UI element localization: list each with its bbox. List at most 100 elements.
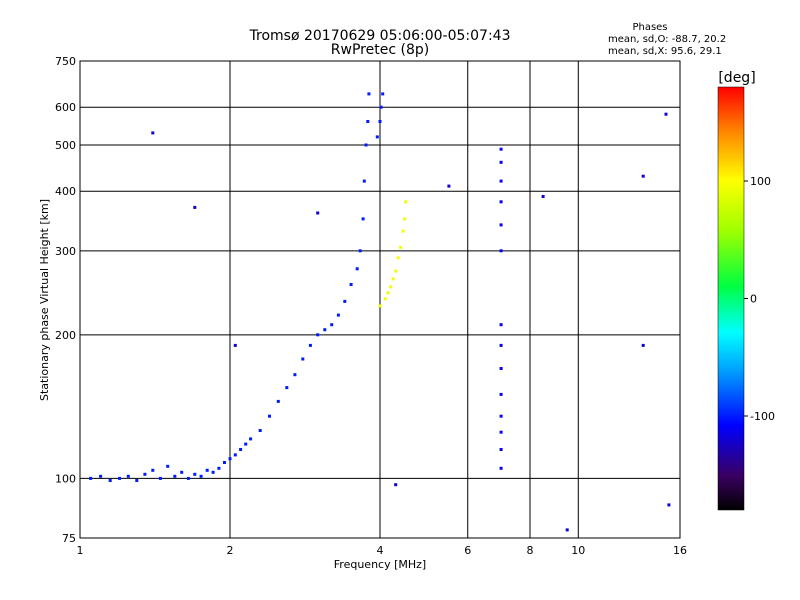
data-point	[499, 448, 503, 451]
plot-frame	[79, 60, 681, 539]
data-point	[268, 414, 271, 418]
x-tick-label: 8	[527, 544, 534, 557]
data-point	[541, 195, 545, 198]
data-point	[211, 470, 215, 474]
data-point	[399, 245, 403, 249]
data-point	[447, 184, 451, 188]
data-point	[158, 476, 162, 480]
data-point	[258, 429, 262, 432]
data-point	[499, 179, 503, 183]
data-point	[378, 120, 382, 123]
data-point	[378, 304, 382, 308]
data-point	[186, 476, 190, 480]
data-point	[217, 466, 221, 470]
colorbar-tick-label: 0	[750, 293, 757, 306]
data-point	[99, 474, 103, 478]
stats-heading: Phases	[632, 22, 667, 33]
data-point	[396, 256, 400, 260]
data-point	[641, 174, 645, 178]
grid-lines	[80, 61, 680, 538]
x-tick-label: 2	[227, 544, 234, 557]
data-point	[135, 479, 139, 482]
data-points	[89, 92, 671, 532]
colorbar-tick-label: 100	[750, 175, 771, 188]
data-point	[641, 343, 645, 347]
data-point	[366, 120, 370, 123]
data-point	[362, 179, 366, 183]
data-point	[249, 437, 253, 441]
data-point	[349, 283, 353, 286]
data-point	[223, 461, 226, 464]
data-point	[108, 479, 112, 482]
data-point	[276, 399, 280, 403]
data-point	[499, 147, 503, 151]
colorbar-tick-label: -100	[750, 410, 775, 423]
data-point	[389, 285, 393, 289]
data-point	[383, 297, 387, 301]
x-tick-label: 6	[464, 544, 471, 557]
data-point	[499, 200, 503, 204]
data-point	[173, 474, 177, 478]
data-point	[403, 217, 406, 221]
y-tick-label: 500	[55, 139, 76, 152]
colorbar-label: [deg]	[718, 70, 755, 86]
colorbar-ticks: 100 0 -100	[744, 175, 775, 423]
stats-o-mode: mean, sd,O: -88.7, 20.2	[608, 34, 726, 45]
data-point	[151, 131, 155, 135]
data-point	[233, 453, 237, 457]
data-point	[499, 466, 503, 470]
data-point	[193, 472, 197, 476]
data-point	[565, 528, 569, 532]
data-point	[151, 468, 155, 472]
data-point	[391, 277, 395, 281]
x-tick-label: 4	[377, 544, 384, 557]
data-point	[394, 269, 398, 273]
data-point	[499, 343, 503, 347]
x-axis-label: Frequency [MHz]	[334, 558, 426, 571]
x-tick-label: 1	[77, 544, 84, 557]
data-point	[330, 323, 334, 327]
data-point	[499, 367, 503, 370]
data-point	[499, 249, 503, 253]
data-point	[364, 143, 368, 147]
data-point	[244, 442, 248, 446]
data-point	[499, 160, 503, 164]
x-tick-label: 16	[673, 544, 687, 557]
y-axis-label: Stationary phase Virtual Height [km]	[38, 199, 51, 401]
data-point	[193, 205, 197, 209]
data-point	[308, 343, 312, 347]
data-point	[336, 313, 340, 317]
data-point	[301, 357, 305, 361]
data-point	[323, 328, 327, 332]
data-point	[404, 200, 407, 204]
y-tick-label: 300	[55, 245, 76, 258]
data-point	[499, 414, 503, 418]
data-point	[143, 472, 147, 476]
data-point	[664, 112, 668, 116]
data-point	[285, 386, 289, 390]
data-point	[316, 211, 320, 215]
data-point	[239, 448, 243, 451]
chart-title: Tromsø 20170629 05:06:00-05:07:43	[249, 28, 511, 44]
x-tick-label: 10	[571, 544, 585, 557]
y-tick-label: 100	[55, 472, 76, 485]
data-point	[166, 464, 170, 468]
data-point	[343, 299, 347, 303]
data-point	[180, 470, 184, 474]
y-tick-label: 750	[55, 55, 76, 68]
data-point	[499, 323, 503, 327]
data-point	[293, 373, 297, 377]
y-tick-label: 400	[55, 185, 76, 198]
colorbar	[717, 86, 745, 511]
x-axis-ticks: 1 2 4 6 8 10 16	[77, 544, 688, 557]
data-point	[205, 468, 209, 472]
data-point	[228, 457, 232, 461]
data-point	[394, 483, 398, 487]
data-point	[379, 105, 383, 109]
y-tick-label: 75	[62, 532, 76, 545]
y-tick-label: 600	[55, 101, 76, 114]
data-point	[355, 267, 359, 271]
data-point	[499, 392, 503, 396]
data-point	[361, 217, 365, 221]
